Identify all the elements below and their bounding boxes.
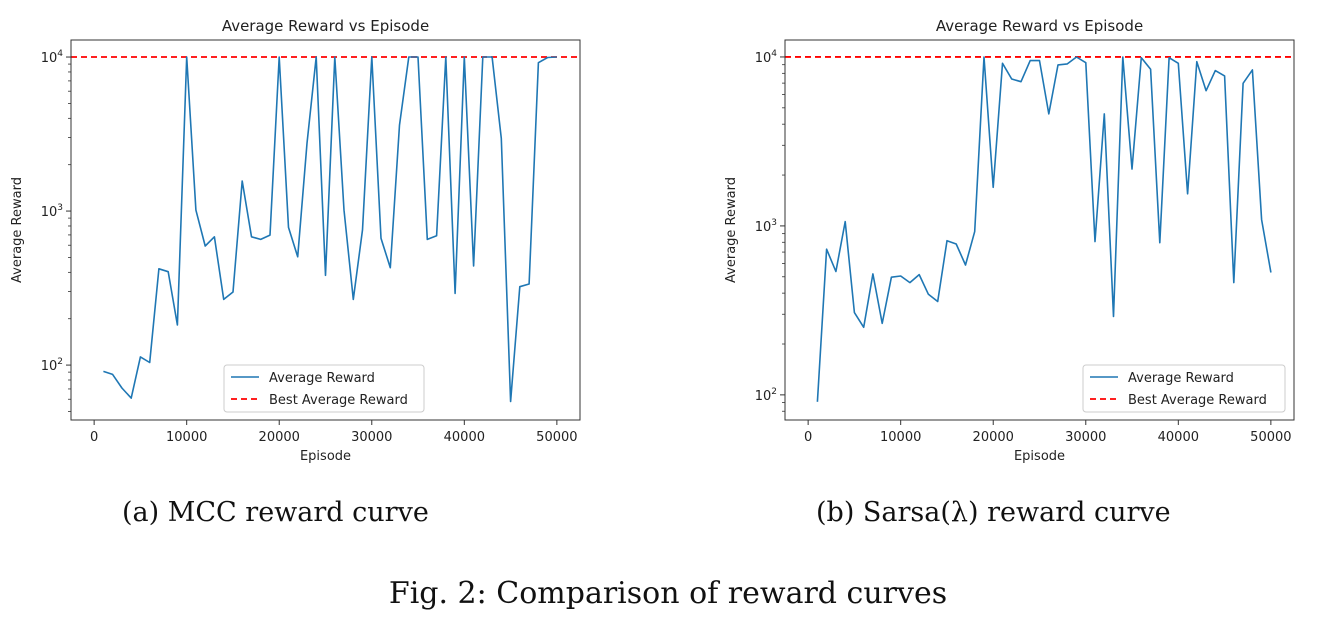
x-tick-label: 30000 bbox=[1065, 430, 1106, 445]
y-tick-label: 104 bbox=[41, 49, 64, 66]
figure-caption: Fig. 2: Comparison of reward curves bbox=[388, 576, 948, 611]
subcaption-b: (b) Sarsa(λ) reward curve bbox=[816, 497, 1171, 528]
legend-box bbox=[223, 364, 425, 413]
subcaption-a: (a) MCC reward curve bbox=[122, 497, 429, 528]
x-tick-label: 30000 bbox=[351, 430, 392, 445]
legend-label-average-reward: Average Reward bbox=[1128, 371, 1234, 386]
x-tick-label: 20000 bbox=[259, 430, 300, 445]
y-tick-label: 103 bbox=[41, 203, 63, 220]
average-reward-line bbox=[816, 56, 1272, 402]
y-tick-label: 102 bbox=[41, 357, 63, 374]
chart-panel-a: Average Reward vs Episode 102 103 104 0 10000… bbox=[10, 17, 581, 464]
legend-box bbox=[1082, 364, 1286, 413]
x-tick-label: 40000 bbox=[444, 430, 485, 445]
x-tick-label: 40000 bbox=[1158, 430, 1199, 445]
plot-area-frame bbox=[70, 39, 581, 421]
x-tick-label: 0 bbox=[804, 430, 812, 445]
legend-label-average-reward: Average Reward bbox=[269, 371, 375, 386]
x-tick-label: 50000 bbox=[1250, 430, 1291, 445]
chart-panel-b: Average Reward vs Episode 102 103 104 0 10000… bbox=[724, 17, 1295, 464]
y-tick-label: 102 bbox=[755, 387, 777, 404]
y-tick-label: 104 bbox=[755, 49, 778, 66]
x-axis-label: Episode bbox=[1014, 449, 1065, 464]
average-reward-line bbox=[103, 56, 557, 403]
x-tick-label: 0 bbox=[90, 430, 98, 445]
legend: Average Reward Best Average Reward bbox=[1082, 364, 1286, 413]
x-tick-label: 10000 bbox=[880, 430, 921, 445]
x-tick-label: 20000 bbox=[973, 430, 1014, 445]
x-axis-label: Episode bbox=[300, 449, 351, 464]
legend-label-best-average-reward: Best Average Reward bbox=[269, 393, 408, 408]
x-tick-label: 50000 bbox=[536, 430, 577, 445]
chart-title: Average Reward vs Episode bbox=[222, 17, 429, 35]
legend: Average Reward Best Average Reward bbox=[223, 364, 425, 413]
y-tick-label: 103 bbox=[755, 218, 777, 235]
legend-label-best-average-reward: Best Average Reward bbox=[1128, 393, 1267, 408]
y-axis-label: Average Reward bbox=[10, 177, 25, 283]
y-axis-label: Average Reward bbox=[724, 177, 739, 283]
chart-title: Average Reward vs Episode bbox=[936, 17, 1143, 35]
x-tick-label: 10000 bbox=[166, 430, 207, 445]
plot-area-frame bbox=[784, 39, 1295, 421]
